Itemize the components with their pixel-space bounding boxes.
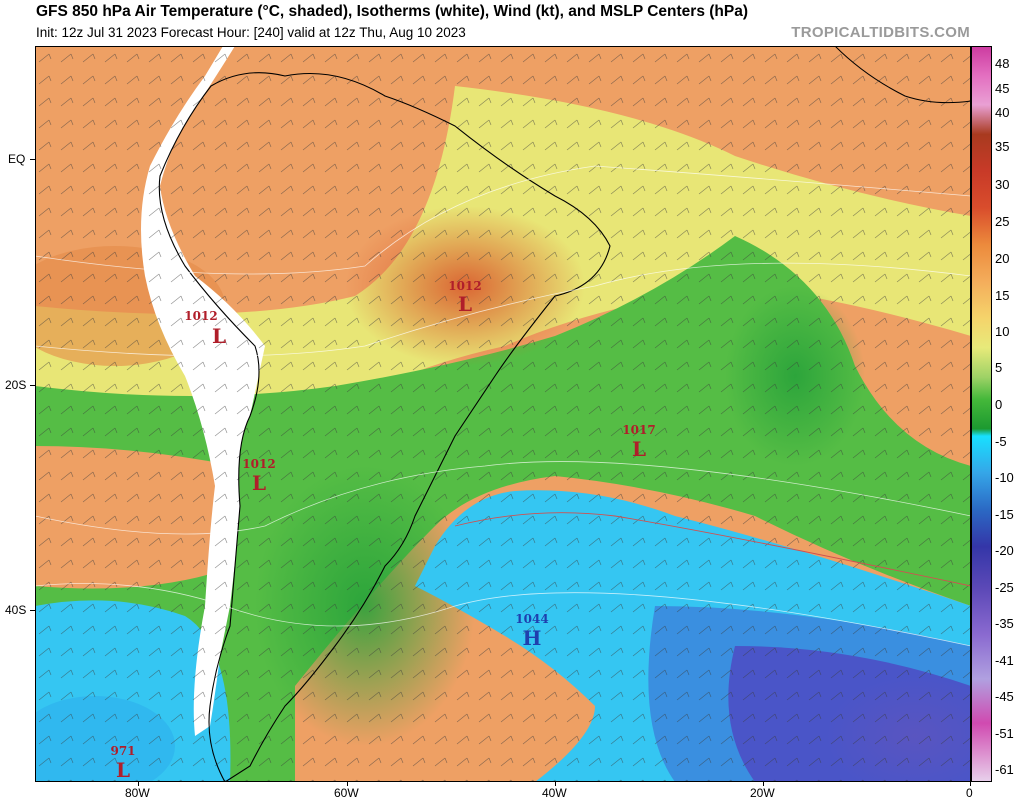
colorbar-tick-label: 45 xyxy=(995,81,1010,96)
low-center: 971 L xyxy=(110,744,135,782)
pressure-value: 1012 xyxy=(184,309,217,323)
colorbar-tick-label: 25 xyxy=(995,214,1010,229)
low-marker: L xyxy=(458,292,472,316)
lat-tick xyxy=(30,610,35,611)
low-marker: L xyxy=(632,437,646,461)
colorbar-tick-label: 20 xyxy=(995,251,1010,266)
pressure-value: 971 xyxy=(110,744,135,758)
low-center: 1017 L xyxy=(622,423,655,461)
colorbar-tick-label: 40 xyxy=(995,105,1010,120)
colorbar-tick-label: 35 xyxy=(995,139,1010,154)
forecast-info: Init: 12z Jul 31 2023 Forecast Hour: [24… xyxy=(36,25,466,40)
lon-tick xyxy=(347,782,348,786)
pressure-value: 1044 xyxy=(515,612,548,626)
colorbar-tick-label: -25 xyxy=(995,580,1014,595)
lon-tick xyxy=(555,782,556,786)
colorbar-tick-label: 48 xyxy=(995,56,1010,71)
colorbar-tick-label: -35 xyxy=(995,616,1014,631)
lon-label-40w: 40W xyxy=(542,786,567,800)
colorbar-tick-label: 30 xyxy=(995,177,1010,192)
source-credit[interactable]: TROPICALTIDBITS.COM xyxy=(791,24,970,41)
lat-label-eq: EQ xyxy=(8,152,26,166)
colorbar-tick-label: 10 xyxy=(995,324,1010,339)
coastline-africa xyxy=(834,46,971,104)
low-center: 1012 L xyxy=(242,457,275,495)
lon-label-60w: 60W xyxy=(334,786,359,800)
colorbar-tick-label: -10 xyxy=(995,470,1014,485)
lat-tick xyxy=(30,159,35,160)
lat-label-40s: 40S xyxy=(5,603,27,617)
pressure-value: 1012 xyxy=(448,279,481,293)
lon-tick xyxy=(138,782,139,786)
high-marker: H xyxy=(523,626,542,650)
low-marker: L xyxy=(116,758,130,782)
colorbar-tick-label: -45 xyxy=(995,689,1014,704)
colorbar-tick-label: -15 xyxy=(995,507,1014,522)
lon-tick xyxy=(763,782,764,786)
lon-label-20w: 20W xyxy=(750,786,775,800)
colorbar-tick-label: -41 xyxy=(995,653,1014,668)
lon-tick xyxy=(970,782,971,786)
low-marker: L xyxy=(252,471,266,495)
pressure-value: 1012 xyxy=(242,457,275,471)
colorbar xyxy=(971,46,992,782)
coastline-south-america xyxy=(158,72,611,782)
lon-label-0: 0 xyxy=(966,786,973,800)
colorbar-tick-label: 15 xyxy=(995,288,1010,303)
high-center: 1044 H xyxy=(515,612,548,650)
colorbar-tick-label: 0 xyxy=(995,397,1003,412)
lat-tick xyxy=(30,385,35,386)
colorbar-tick-label: -5 xyxy=(995,434,1007,449)
low-marker: L xyxy=(212,324,226,348)
colorbar-tick-label: 5 xyxy=(995,360,1003,375)
lon-label-80w: 80W xyxy=(125,786,150,800)
pressure-value: 1017 xyxy=(622,423,655,437)
temperature-map: 1012 L 1012 L 1012 L 1017 L 1044 H 971 L xyxy=(35,46,971,782)
lat-label-20s: 20S xyxy=(5,378,27,392)
map-title: GFS 850 hPa Air Temperature (°C, shaded)… xyxy=(36,3,749,20)
colorbar-tick-label: -20 xyxy=(995,543,1014,558)
low-center: 1012 L xyxy=(448,279,481,316)
colorbar-tick-label: -51 xyxy=(995,726,1014,741)
colorbar-tick-label: -61 xyxy=(995,762,1014,777)
low-center: 1012 L xyxy=(184,309,226,348)
